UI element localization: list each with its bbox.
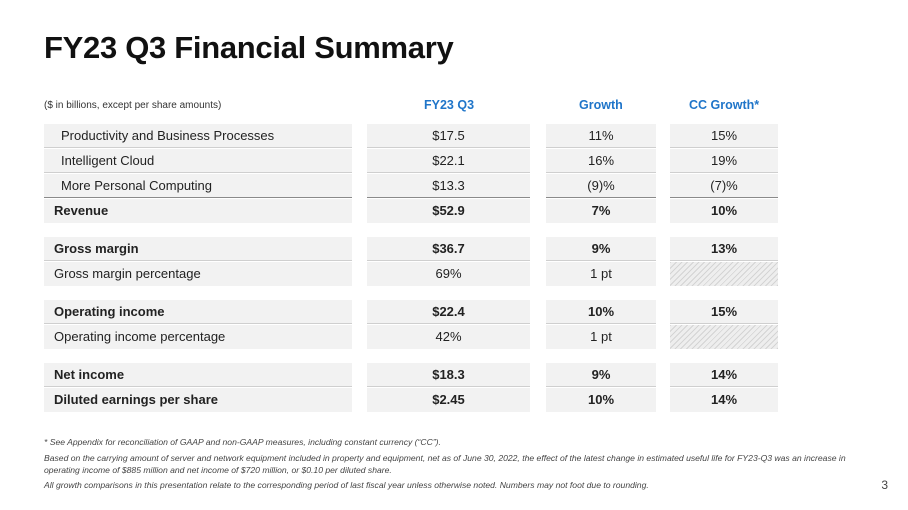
row-cc-net-income: 14% [670,363,778,387]
row-value-intelligent-cloud: $22.1 [367,149,530,173]
row-cc-diluted-eps: 14% [670,388,778,412]
row-value-operating-income: $22.4 [367,300,530,324]
row-growth-net-income: 9% [546,363,656,387]
row-value-net-income: $18.3 [367,363,530,387]
row-value-revenue: $52.9 [367,199,530,223]
row-cc-intelligent-cloud: 19% [670,149,778,173]
row-growth-productivity: 11% [546,124,656,148]
row-cc-gross-margin-percentage-na [670,262,778,286]
row-value-diluted-eps: $2.45 [367,388,530,412]
row-label-net-income: Net income [44,363,352,387]
row-label-revenue: Revenue [44,199,352,223]
units-note: ($ in billions, except per share amounts… [44,100,222,111]
row-value-gross-margin: $36.7 [367,237,530,261]
row-value-more-personal-computing: $13.3 [367,174,530,198]
column-header-growth: Growth [579,98,623,112]
row-value-gross-margin-percentage: 69% [367,262,530,286]
row-label-operating-income: Operating income [44,300,352,324]
row-cc-operating-income-percentage-na [670,325,778,349]
row-label-intelligent-cloud: Intelligent Cloud [44,149,352,173]
footnote-cc: * See Appendix for reconciliation of GAA… [44,437,441,447]
row-label-gross-margin-percentage: Gross margin percentage [44,262,352,286]
row-growth-more-personal-computing: (9)% [546,174,656,198]
row-label-diluted-eps: Diluted earnings per share [44,388,352,412]
row-value-operating-income-percentage: 42% [367,325,530,349]
row-cc-revenue: 10% [670,199,778,223]
row-label-more-personal-computing: More Personal Computing [44,174,352,198]
row-label-operating-income-percentage: Operating income percentage [44,325,352,349]
row-cc-gross-margin: 13% [670,237,778,261]
row-growth-operating-income: 10% [546,300,656,324]
row-cc-more-personal-computing: (7)% [670,174,778,198]
row-growth-revenue: 7% [546,199,656,223]
row-cc-operating-income: 15% [670,300,778,324]
row-growth-intelligent-cloud: 16% [546,149,656,173]
row-label-gross-margin: Gross margin [44,237,352,261]
row-growth-operating-income-percentage: 1 pt [546,325,656,349]
footnote-useful-life: Based on the carrying amount of server a… [44,453,846,475]
row-cc-productivity: 15% [670,124,778,148]
row-value-productivity: $17.5 [367,124,530,148]
page-title: FY23 Q3 Financial Summary [44,30,454,65]
row-growth-gross-margin: 9% [546,237,656,261]
row-growth-gross-margin-percentage: 1 pt [546,262,656,286]
column-header-fy23-q3: FY23 Q3 [424,98,475,112]
page-number: 3 [881,478,888,492]
row-growth-diluted-eps: 10% [546,388,656,412]
column-header-cc-growth: CC Growth* [689,98,760,112]
footnote-growth-comparisons: All growth comparisons in this presentat… [44,480,649,490]
row-label-productivity: Productivity and Business Processes [44,124,352,148]
